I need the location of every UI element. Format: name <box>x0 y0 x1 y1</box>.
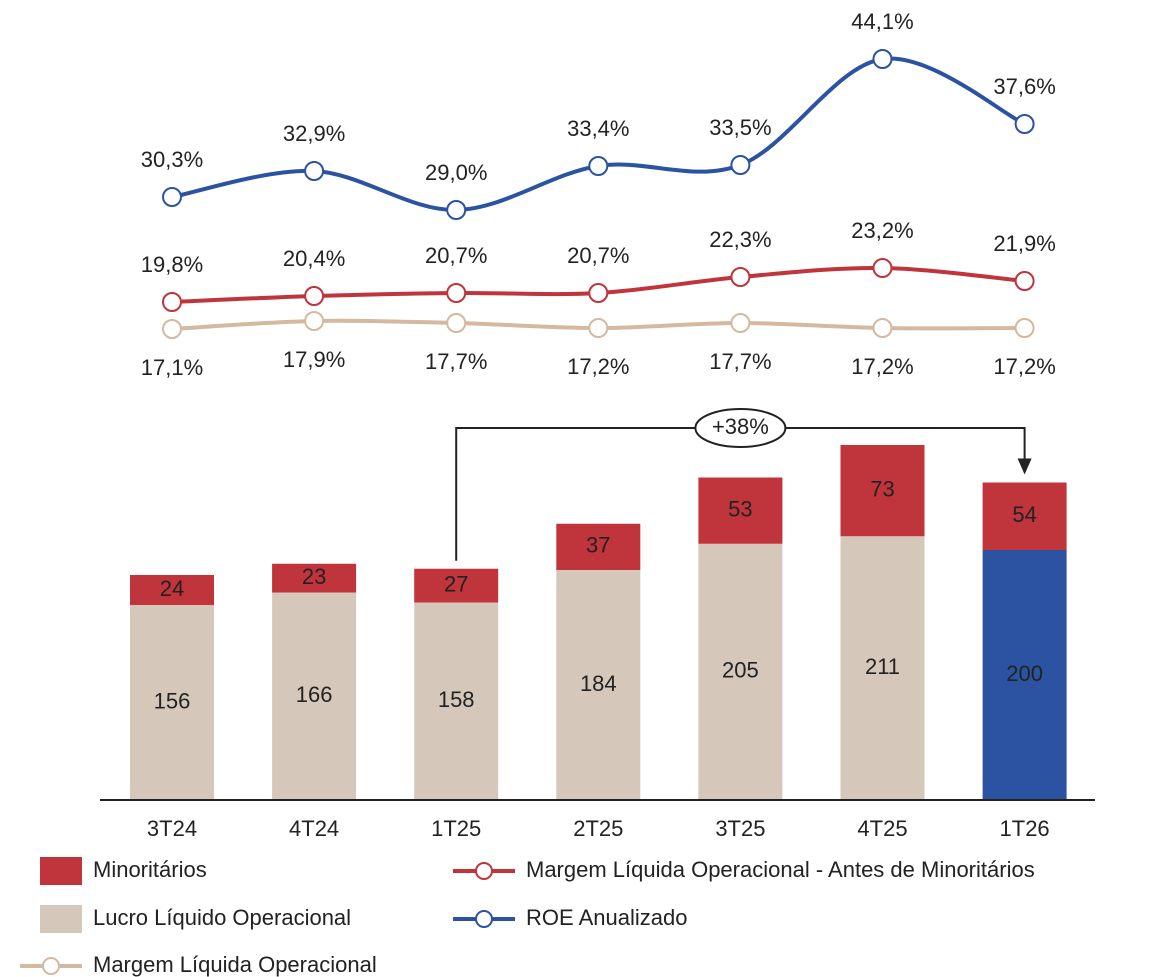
annotation-text: +38% <box>712 414 769 439</box>
line-value-label: 33,5% <box>709 115 771 140</box>
bar-value-label: 53 <box>728 496 752 521</box>
bar-value-label: 156 <box>154 688 191 713</box>
legend-label: Margem Líquida Operacional <box>93 952 377 977</box>
line-marker <box>446 283 467 303</box>
bar-value-label: 54 <box>1012 502 1036 527</box>
line-marker <box>1014 114 1035 134</box>
legend-marker <box>475 910 493 928</box>
line-value-label: 20,4% <box>283 246 345 271</box>
legend-label: Minoritários <box>93 857 207 882</box>
bar-segment <box>698 477 783 544</box>
bar-segment <box>982 550 1067 800</box>
bar-segment <box>840 445 925 537</box>
x-tick-label: 4T24 <box>289 816 339 841</box>
bar-value-label: 23 <box>302 564 326 589</box>
line-marker <box>1014 271 1035 291</box>
bar-segment <box>272 592 357 800</box>
bar-value-label: 24 <box>160 576 184 601</box>
x-tick-label: 2T25 <box>573 816 623 841</box>
legend-label: Margem Líquida Operacional - Antes de Mi… <box>526 857 1035 882</box>
x-tick-label: 1T25 <box>431 816 481 841</box>
line-value-label: 23,2% <box>851 218 913 243</box>
line-marker <box>304 161 325 181</box>
line-value-label: 19,8% <box>141 252 203 277</box>
line-value-label: 17,1% <box>141 355 203 380</box>
bar-value-label: 166 <box>296 682 333 707</box>
line-marker <box>162 319 182 339</box>
x-tick-label: 3T24 <box>147 816 197 841</box>
line-marker <box>872 258 893 278</box>
line-value-label: 29,0% <box>425 160 487 185</box>
bar-segment <box>272 563 357 593</box>
line-marker <box>730 267 751 287</box>
line-marker <box>1014 318 1035 338</box>
line-value-label: 17,9% <box>283 347 345 372</box>
line-marker <box>730 155 751 175</box>
line-value-label: 37,6% <box>993 74 1055 99</box>
bar-segment <box>414 602 499 800</box>
line-value-label: 20,7% <box>425 243 487 268</box>
legend-marker <box>475 862 493 880</box>
line-marker <box>304 311 325 331</box>
bar-value-label: 37 <box>586 533 610 558</box>
line-value-label: 33,4% <box>567 116 629 141</box>
line-value-label: 17,2% <box>993 354 1055 379</box>
line-value-label: 17,7% <box>425 349 487 374</box>
bar-segment <box>556 523 641 570</box>
bar-segment <box>130 575 214 605</box>
bar-segment <box>698 543 783 800</box>
legend-label: ROE Anualizado <box>526 905 687 930</box>
line-value-label: 17,7% <box>709 349 771 374</box>
line-value-label: 20,7% <box>567 243 629 268</box>
bar-value-label: 211 <box>865 654 900 679</box>
legend-marker <box>42 957 60 975</box>
x-tick-label: 3T25 <box>715 816 765 841</box>
line-value-label: 30,3% <box>141 147 203 172</box>
line-value-label: 21,9% <box>993 231 1055 256</box>
annotation-arrow <box>1017 458 1032 475</box>
legend-swatch <box>40 857 82 885</box>
bar-segment <box>982 482 1067 550</box>
line-marker <box>872 318 893 338</box>
line-value-label: 22,3% <box>709 227 771 252</box>
line-marker <box>872 49 893 69</box>
annotation-bubble <box>694 408 787 448</box>
x-tick-label: 1T26 <box>1000 816 1050 841</box>
line-value-label: 17,2% <box>567 354 629 379</box>
bar-value-label: 27 <box>444 571 468 596</box>
bar-segment <box>840 536 925 800</box>
x-tick-label: 4T25 <box>857 816 907 841</box>
line-marker <box>588 156 609 176</box>
bar-segment <box>130 605 214 800</box>
line-value-label: 17,2% <box>851 354 913 379</box>
bar-value-label: 184 <box>580 671 617 696</box>
legend-label: Lucro Líquido Operacional <box>93 905 351 930</box>
line-marker <box>588 318 609 338</box>
line-marker <box>162 187 182 207</box>
line-marker <box>588 283 609 303</box>
bar-segment <box>556 570 641 800</box>
bar-value-label: 158 <box>438 687 475 712</box>
legend-swatch <box>40 905 82 933</box>
bar-value-label: 200 <box>1006 661 1043 686</box>
line-marker <box>304 286 325 306</box>
line-marker <box>446 200 467 220</box>
line-marker <box>730 313 751 333</box>
line-value-label: 32,9% <box>283 121 345 146</box>
bar-segment <box>414 568 499 603</box>
line-value-label: 44,1% <box>851 9 913 34</box>
bar-value-label: 205 <box>722 658 759 683</box>
line-marker <box>446 313 467 333</box>
bar-value-label: 73 <box>870 476 894 501</box>
line-marker <box>162 292 182 312</box>
